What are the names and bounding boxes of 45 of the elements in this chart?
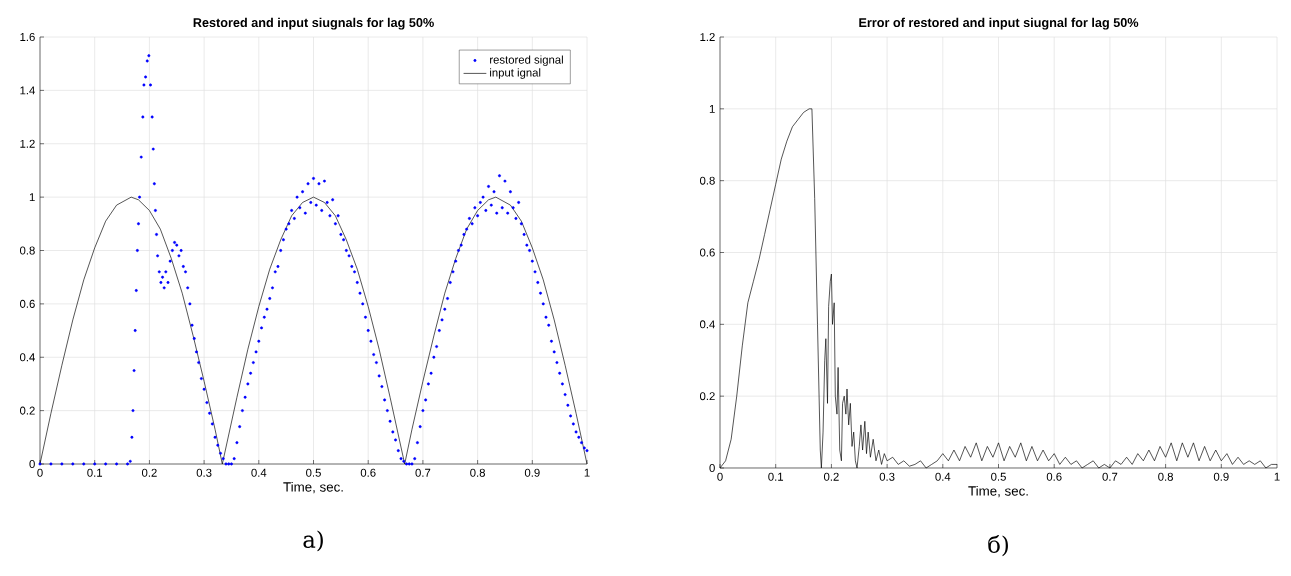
y-tick-label: 0.8: [699, 176, 715, 185]
x-tick-label: 0.7: [415, 468, 431, 477]
y-tick-label: 1.6: [20, 33, 35, 42]
x-tick-label: 0.2: [141, 468, 157, 477]
y-tick-label: 0.2: [699, 392, 715, 401]
y-tick-label: 1: [29, 193, 35, 202]
y-tick-label: 0.4: [699, 320, 715, 329]
chart-title: Restored and input siugnals for lag 50%: [193, 17, 434, 30]
x-tick-label: 1: [584, 468, 590, 477]
x-tick-label: 0: [717, 472, 723, 481]
text: б): [988, 535, 1008, 557]
x-tick-label: 0.3: [879, 472, 895, 481]
y-tick-label: 1.2: [20, 139, 35, 148]
x-tick-label: 0: [37, 468, 43, 477]
x-tick-label: 0.4: [251, 468, 267, 477]
y-tick-label: 1.4: [20, 86, 35, 95]
x-tick-label: 0.5: [991, 472, 1006, 481]
y-tick-label: 1.2: [700, 33, 715, 41]
x-tick-label: 0.4: [935, 472, 951, 481]
x-tick-label: 0.3: [196, 468, 212, 477]
x-tick-label: 0.1: [768, 472, 784, 481]
x-tick-label: 0.5: [306, 468, 321, 477]
y-tick-label: 0.2: [19, 406, 35, 415]
legend-label: restored signal: [490, 55, 563, 66]
x-tick-label: 0.9: [524, 468, 540, 477]
x-tick-label: 0.8: [470, 468, 485, 477]
text: а): [303, 530, 323, 552]
y-tick-label: 0.6: [699, 248, 715, 257]
x-tick-label: 0.2: [823, 472, 839, 481]
chart-title: Error of restored and input siugnal for lag 50%: [859, 17, 1139, 30]
x-tick-label: 1: [1274, 472, 1280, 481]
y-tick-label: 0: [29, 460, 35, 469]
x-tick-label: 0.1: [87, 468, 103, 477]
y-tick-label: 0.8: [19, 246, 35, 255]
y-tick-label: 1: [709, 104, 715, 113]
x-tick-label: 0.7: [1102, 472, 1118, 481]
legend-label: input ignal: [490, 68, 541, 79]
y-tick-label: 0.4: [19, 353, 35, 362]
x-tick-label: 0.9: [1213, 472, 1229, 481]
x-axis-title: Time, sec.: [968, 485, 1028, 498]
y-tick-label: 0.6: [19, 299, 35, 308]
x-tick-label: 0.6: [360, 468, 376, 477]
x-tick-label: 0.6: [1046, 472, 1062, 481]
x-tick-label: 0.8: [1158, 472, 1173, 481]
x-axis-title: Time, sec.: [283, 481, 343, 494]
